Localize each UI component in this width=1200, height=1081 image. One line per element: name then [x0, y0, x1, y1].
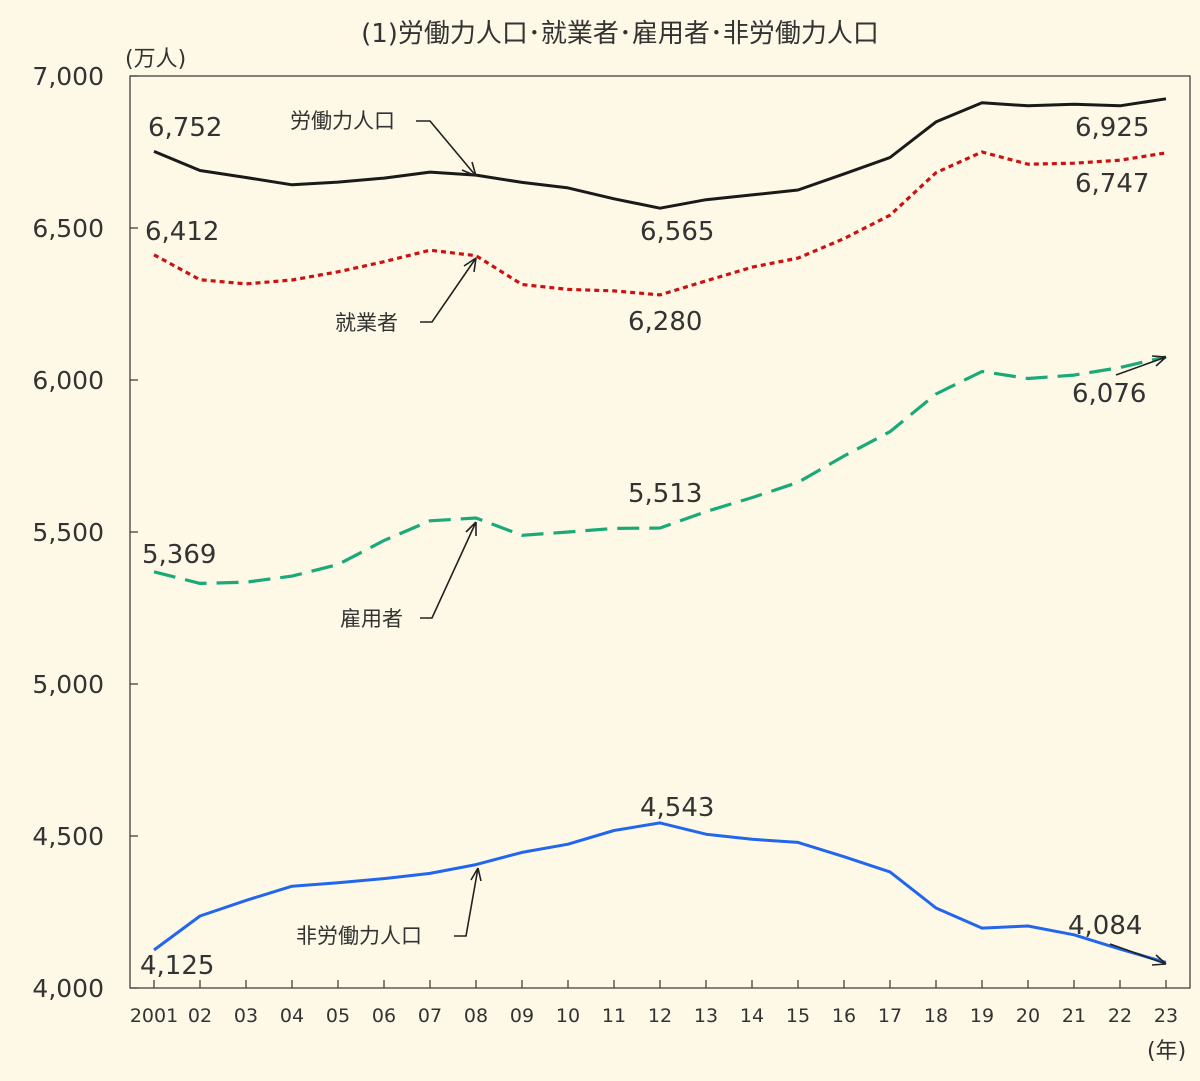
y-tick-label: 6,000 — [32, 366, 104, 395]
employee-end-arrow — [1115, 355, 1167, 376]
notlabor-end-arrow — [1109, 943, 1167, 966]
data-label-labor-start: 6,752 — [148, 113, 222, 143]
y-tick-label: 5,500 — [32, 518, 104, 547]
y-axis-unit: (万人) — [125, 47, 186, 72]
data-label-employee-mid: 5,513 — [628, 479, 702, 509]
data-label-employee-start: 5,369 — [142, 540, 216, 570]
plot-frame — [129, 75, 1191, 989]
x-tick-label: 22 — [1108, 1005, 1132, 1027]
data-label-labor-end: 6,925 — [1075, 113, 1149, 143]
series-layer — [153, 97, 1167, 964]
employee-callout-arrow — [420, 521, 477, 619]
employed-callout-arrow — [420, 257, 477, 323]
data-label-employed-end: 6,747 — [1075, 169, 1149, 199]
y-tick-label: 5,000 — [32, 670, 104, 699]
x-tick-label: 18 — [924, 1005, 948, 1027]
series-label-labor: 労働力人口 — [290, 109, 395, 133]
x-tick-label: 04 — [280, 1005, 304, 1027]
series-line-2 — [153, 150, 1167, 297]
x-tick-label: 16 — [832, 1005, 856, 1027]
series-line-3 — [153, 355, 1167, 586]
axes: 4,000 4,500 5,000 5,500 6,000 6,500 7,000 2001 0… — [32, 62, 1191, 1027]
labor-callout-arrow — [416, 120, 477, 177]
x-tick-label: 03 — [234, 1005, 258, 1027]
y-tick-label: 4,500 — [32, 822, 104, 851]
data-label-labor-min: 6,565 — [640, 217, 714, 247]
series-label-employed: 就業者 — [335, 311, 398, 335]
series-label-notlabor: 非労働力人口 — [296, 924, 422, 948]
data-label-employed-start: 6,412 — [145, 217, 219, 247]
x-tick-label: 2001 — [130, 1005, 178, 1027]
x-tick-label: 21 — [1062, 1005, 1086, 1027]
y-tick-label: 7,000 — [32, 62, 104, 91]
x-tick-label: 17 — [878, 1005, 902, 1027]
x-tick-label: 23 — [1154, 1005, 1178, 1027]
data-label-notlabor-max: 4,543 — [640, 793, 714, 823]
x-axis-unit: (年) — [1147, 1039, 1186, 1064]
x-tick-label: 07 — [418, 1005, 442, 1027]
data-label-employee-end: 6,076 — [1072, 379, 1146, 409]
y-tick-label: 4,000 — [32, 974, 104, 1003]
x-tick-label: 19 — [970, 1005, 994, 1027]
y-tick-label: 6,500 — [32, 214, 104, 243]
data-label-notlabor-start: 4,125 — [140, 951, 214, 981]
series-line-1 — [153, 97, 1167, 210]
notlabor-callout-arrow — [454, 867, 482, 937]
x-tick-label: 12 — [648, 1005, 672, 1027]
data-label-notlabor-end: 4,084 — [1068, 911, 1142, 941]
x-tick-label: 11 — [602, 1005, 626, 1027]
x-tick-label: 20 — [1016, 1005, 1040, 1027]
x-tick-label: 14 — [740, 1005, 764, 1027]
series-label-employee: 雇用者 — [340, 607, 403, 631]
x-tick-label: 08 — [464, 1005, 488, 1027]
series-line-4 — [153, 821, 1167, 964]
x-tick-label: 10 — [556, 1005, 580, 1027]
data-label-employed-min: 6,280 — [628, 307, 702, 337]
x-tick-label: 02 — [188, 1005, 212, 1027]
x-tick-label: 05 — [326, 1005, 350, 1027]
x-tick-label: 15 — [786, 1005, 810, 1027]
x-tick-label: 13 — [694, 1005, 718, 1027]
x-tick-label: 06 — [372, 1005, 396, 1027]
chart-title: (1)労働力人口･就業者･雇用者･非労働力人口 — [361, 19, 879, 49]
x-tick-label: 09 — [510, 1005, 534, 1027]
